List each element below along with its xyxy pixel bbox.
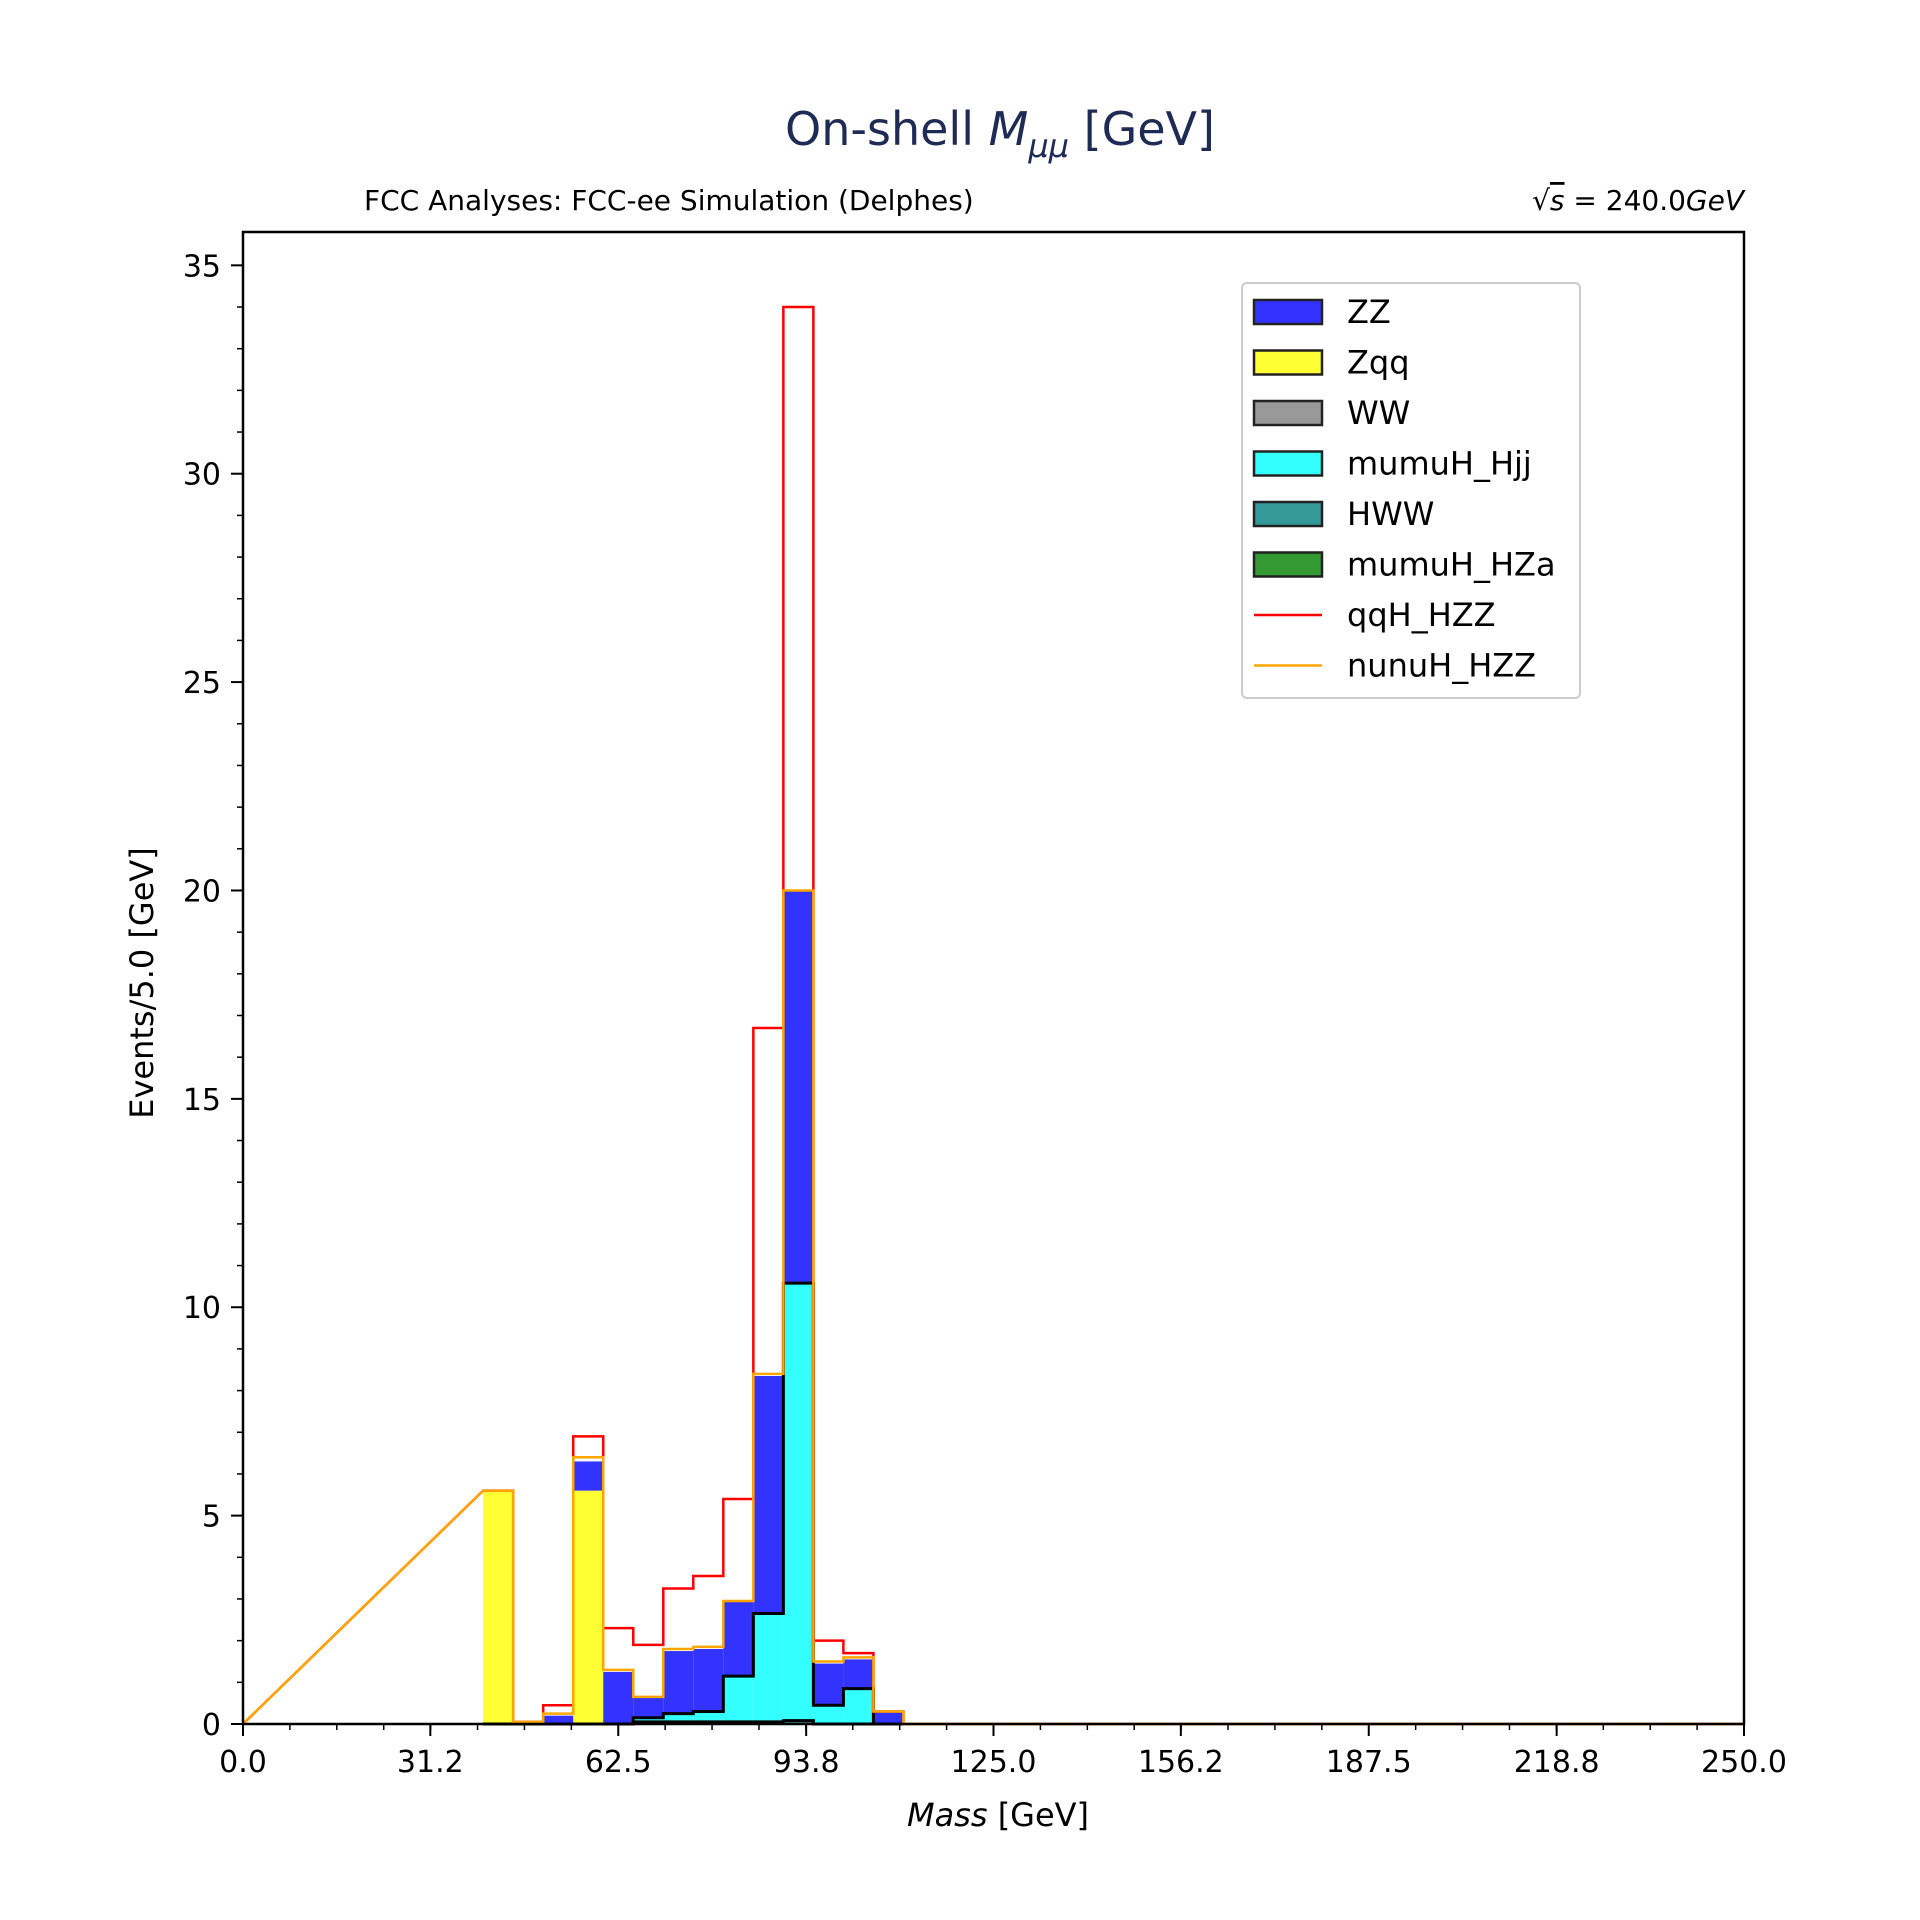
legend-swatch (1252, 500, 1324, 528)
legend-swatch (1252, 349, 1324, 376)
x-tick-label: 0.0 (219, 1745, 267, 1780)
legend-label: HWW (1347, 495, 1434, 533)
bar-zz-7 (693, 1648, 724, 1712)
legend-label: ZZ (1347, 293, 1391, 331)
x-axis: 0.0 31.2 62.5 93.8 125.0 156.2 187.5 218.8 250.0 (219, 1724, 1787, 1780)
x-tick-label: 156.2 (1138, 1745, 1224, 1780)
bar-zqq-3 (573, 1490, 604, 1724)
bar-zz-2 (543, 1715, 574, 1724)
y-tick-label: 15 (183, 1083, 221, 1118)
legend: ZZ Zqq WW mumuH_Hjj HWW mumuH_HZa qqH_HZZ nunuH… (1241, 282, 1581, 699)
bar-zz-11 (813, 1663, 844, 1706)
legend-swatch (1252, 551, 1324, 578)
legend-swatch (1252, 450, 1324, 477)
bar-mumuh-hjj-10 (783, 1283, 814, 1721)
subtitle-right: √s = 240.0GeV (1532, 184, 1746, 217)
bar-zz-5 (633, 1696, 664, 1718)
bar-mumuh-hjj-6 (663, 1713, 694, 1722)
legend-label: mumuH_Hjj (1347, 445, 1532, 483)
x-tick-label: 62.5 (585, 1745, 652, 1780)
bar-zz-6 (663, 1651, 694, 1714)
legend-box (1241, 282, 1581, 699)
y-tick-label: 10 (183, 1291, 221, 1326)
bar-mumuh-hjj-12 (843, 1688, 874, 1724)
legend-label: nunuH_HZZ (1347, 647, 1536, 685)
bar-mumuh-hjj-8 (723, 1676, 754, 1722)
x-tick-label: 31.2 (397, 1745, 464, 1780)
bar-mumuh-hjj-9 (753, 1613, 784, 1722)
y-tick-label: 20 (183, 874, 221, 909)
legend-swatch (1252, 298, 1324, 326)
bar-zz-8 (723, 1601, 754, 1677)
x-tick-label: 125.0 (951, 1745, 1037, 1780)
bar-zz-3 (573, 1461, 604, 1491)
bar-zz-4 (603, 1671, 634, 1724)
y-tick-label: 5 (202, 1500, 221, 1535)
line-nunuh-hzz (242, 889, 1744, 1726)
y-axis-label: Events/5.0 [GeV] (123, 847, 161, 1119)
y-axis: 0 5 10 15 20 25 30 35 (183, 249, 243, 1743)
x-tick-label: 218.8 (1514, 1745, 1600, 1780)
line-qqh-hzz (242, 305, 1744, 1726)
bar-hww-10 (783, 1720, 814, 1724)
legend-label: Zqq (1347, 344, 1410, 382)
legend-label: mumuH_HZa (1347, 546, 1556, 584)
bar-zz-9 (753, 1376, 784, 1614)
subtitle-left: FCC Analyses: FCC-ee Simulation (Delphes… (364, 184, 974, 217)
legend-label: qqH_HZZ (1347, 596, 1496, 634)
x-tick-label: 250.0 (1701, 1745, 1787, 1780)
y-tick-label: 35 (183, 249, 221, 284)
bar-mumuh-hjj-5 (633, 1717, 664, 1722)
bar-zz-12 (843, 1659, 874, 1689)
bar-zz-10 (783, 891, 814, 1284)
y-tick-label: 25 (183, 666, 221, 701)
y-tick-label: 0 (202, 1708, 221, 1743)
x-tick-label: 187.5 (1326, 1745, 1412, 1780)
legend-swatch (1252, 399, 1324, 427)
legend-label: WW (1347, 394, 1410, 432)
y-tick-label: 30 (183, 458, 221, 493)
chart-title: On-shell Mμμ [GeV] (785, 102, 1215, 165)
x-tick-label: 93.8 (773, 1745, 840, 1780)
bar-mumuh-hjj-11 (813, 1705, 844, 1724)
bar-zqq-0 (483, 1490, 514, 1724)
bar-mumuh-hjj-7 (693, 1711, 724, 1722)
bar-zz-13 (873, 1711, 904, 1724)
x-axis-label: Mass [GeV] (907, 1796, 1089, 1834)
